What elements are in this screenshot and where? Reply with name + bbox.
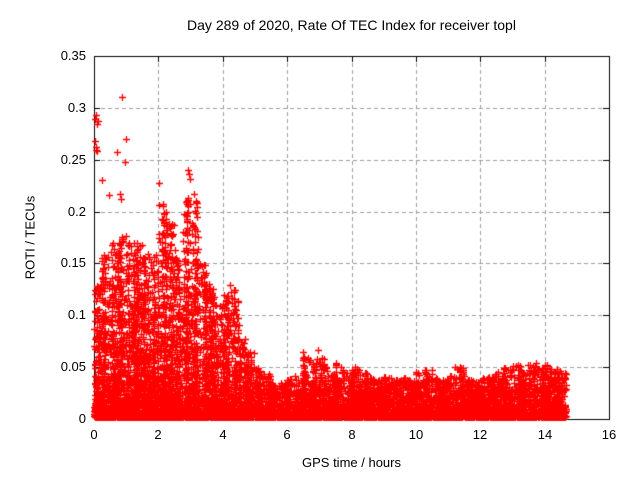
x-tick-label: 8 [348, 427, 356, 442]
x-tick-label: 12 [472, 427, 488, 442]
x-tick-label: 10 [408, 427, 424, 442]
x-tick-label: 14 [537, 427, 553, 442]
y-tick-label: 0.3 [67, 100, 86, 115]
y-tick-label: 0 [78, 411, 86, 426]
y-tick-label: 0.25 [60, 152, 86, 167]
y-tick-label: 0.05 [60, 359, 86, 374]
x-tick-label: 0 [90, 427, 98, 442]
x-axis-label: GPS time / hours [302, 455, 401, 470]
x-tick-label: 2 [154, 427, 162, 442]
x-tick-label: 4 [219, 427, 227, 442]
x-tick-label: 16 [601, 427, 617, 442]
x-tick-label: 6 [283, 427, 291, 442]
y-tick-label: 0.15 [60, 255, 86, 270]
chart-title: Day 289 of 2020, Rate Of TEC Index for r… [187, 17, 516, 33]
y-tick-label: 0.35 [60, 48, 86, 63]
y-tick-label: 0.2 [67, 204, 86, 219]
y-tick-label: 0.1 [67, 307, 86, 322]
